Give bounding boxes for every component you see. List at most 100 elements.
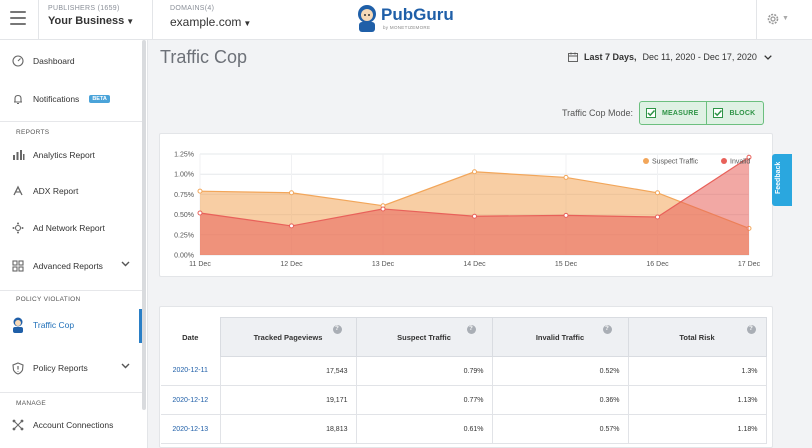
- data-point: [563, 174, 569, 180]
- sidebar-item-label: Traffic Cop: [33, 320, 75, 330]
- page-title: Traffic Cop: [160, 47, 248, 67]
- active-indicator: [139, 309, 142, 343]
- traffic-chart-card: 1.25% 1.00% 0.75% 0.50% 0.25% 0.00% 11 Dec 12 D…: [159, 133, 773, 277]
- column-header-total-risk[interactable]: Total Risk?: [627, 317, 767, 357]
- x-tick-label: 11 Dec: [189, 261, 211, 268]
- logo-byline: by MONETIZEMORE: [383, 25, 431, 30]
- feedback-tab[interactable]: Feedback: [772, 154, 792, 206]
- sidebar-item-label: Account Connections: [33, 420, 114, 430]
- measure-toggle[interactable]: MEASURE: [640, 102, 706, 124]
- domain-value[interactable]: example.com ▼: [170, 15, 251, 29]
- block-toggle[interactable]: BLOCK: [706, 102, 763, 124]
- sidebar-item-label: ADX Report: [33, 186, 79, 196]
- data-point: [472, 169, 477, 175]
- date-range-picker[interactable]: Last 7 Days, Dec 11, 2020 - Dec 17, 2020: [568, 52, 772, 62]
- date-cell[interactable]: 2020-12-13: [161, 414, 220, 444]
- sidebar-item-label: Analytics Report: [33, 150, 95, 160]
- adx-icon: [11, 184, 25, 198]
- sidebar-item-adx-report[interactable]: ADX Report: [0, 177, 142, 205]
- invalid-cell: 0.36%: [491, 385, 629, 415]
- table-row: 2020-12-12 19,171 0.77% 0.36% 1.13%: [161, 385, 767, 415]
- help-icon[interactable]: ?: [332, 325, 342, 334]
- publisher-value[interactable]: Your Business ▼: [48, 15, 134, 27]
- pubguru-logo[interactable]: PubGuru by MONETIZEMORE: [355, 3, 454, 35]
- pageviews-cell: 17,543: [219, 356, 357, 386]
- divider: [0, 121, 142, 122]
- connections-icon: [11, 418, 25, 432]
- y-tick-label: 0.50%: [174, 212, 194, 219]
- menu-icon[interactable]: [10, 11, 26, 25]
- sidebar-item-ad-network-report[interactable]: Ad Network Report: [0, 214, 142, 242]
- block-label: BLOCK: [729, 109, 756, 117]
- x-tick-label: 12 Dec: [280, 261, 303, 268]
- date-cell[interactable]: 2020-12-11: [161, 356, 220, 386]
- sidebar-item-label: Notifications: [33, 94, 80, 104]
- date-cell[interactable]: 2020-12-12: [161, 385, 220, 415]
- table-row: 2020-12-11 17,543 0.79% 0.52% 1.3%: [161, 356, 767, 386]
- suspect-cell: 0.61%: [355, 414, 493, 444]
- column-header-pageviews[interactable]: Tracked Pageviews?: [219, 317, 357, 357]
- help-icon[interactable]: ?: [746, 325, 756, 334]
- gear-icon[interactable]: [766, 12, 780, 26]
- calendar-icon: [568, 52, 578, 62]
- total-risk-cell: 1.18%: [627, 414, 767, 444]
- data-point: [380, 206, 386, 212]
- table-header-row: Date Tracked Pageviews? Suspect Traffic?…: [161, 317, 767, 357]
- divider: [756, 0, 757, 40]
- data-point: [472, 213, 477, 219]
- help-icon[interactable]: ?: [466, 325, 476, 334]
- y-tick-label: 0.25%: [174, 232, 194, 239]
- domain-selector[interactable]: DOMAINS(4) example.com ▼: [170, 5, 251, 29]
- checkbox-checked-icon: [713, 108, 724, 118]
- x-tick-label: 17 Dec: [738, 261, 761, 268]
- chevron-down-icon[interactable]: [121, 363, 130, 369]
- sidebar-item-account-connections[interactable]: Account Connections: [0, 411, 142, 439]
- section-manage: MANAGE: [16, 400, 46, 407]
- chevron-down-icon: [764, 54, 772, 60]
- legend-label: Invalid: [730, 159, 750, 166]
- measure-label: MEASURE: [662, 109, 699, 117]
- sidebar-item-analytics-report[interactable]: Analytics Report: [0, 141, 142, 169]
- publisher-selector[interactable]: PUBLISHERS (1659) Your Business ▼: [48, 5, 134, 27]
- help-icon[interactable]: ?: [602, 325, 612, 334]
- sidebar-scrollbar[interactable]: [142, 40, 146, 410]
- sidebar-item-dashboard[interactable]: Dashboard: [0, 47, 142, 75]
- data-point: [655, 214, 660, 220]
- domain-name: example.com: [170, 15, 242, 29]
- data-point: [197, 210, 203, 216]
- data-point: [563, 212, 569, 218]
- caret-down-icon[interactable]: ▼: [782, 15, 789, 22]
- divider: [152, 0, 153, 40]
- divider: [0, 392, 142, 393]
- traffic-cop-icon: [11, 317, 25, 333]
- publisher-name: Your Business: [48, 15, 125, 27]
- network-icon: [11, 221, 25, 235]
- sidebar-item-label: Advanced Reports: [33, 261, 103, 271]
- top-bar: PUBLISHERS (1659) Your Business ▼ DOMAINS…: [0, 0, 812, 40]
- column-header-invalid[interactable]: Invalid Traffic?: [491, 317, 629, 357]
- sidebar-item-advanced-reports[interactable]: Advanced Reports: [0, 252, 142, 280]
- divider: [0, 290, 142, 291]
- sidebar-item-label: Policy Reports: [33, 363, 88, 373]
- data-point: [289, 190, 294, 196]
- beta-badge: BETA: [89, 95, 110, 103]
- dashboard-icon: [11, 54, 25, 68]
- y-tick-label: 0.00%: [174, 253, 194, 260]
- x-tick-label: 15 Dec: [555, 261, 578, 268]
- checkbox-checked-icon: [646, 108, 657, 118]
- caret-down-icon: ▼: [126, 17, 135, 26]
- caret-down-icon: ▼: [243, 19, 252, 28]
- legend-marker: [643, 158, 649, 164]
- data-point: [289, 223, 294, 229]
- sidebar-item-policy-reports[interactable]: Policy Reports: [0, 354, 142, 382]
- sidebar-item-notifications[interactable]: Notifications BETA: [0, 85, 142, 113]
- shield-alert-icon: [11, 361, 25, 375]
- column-header-suspect[interactable]: Suspect Traffic?: [355, 317, 493, 357]
- total-risk-cell: 1.3%: [627, 356, 767, 386]
- data-point: [197, 188, 203, 194]
- range-label: Last 7 Days,: [584, 52, 637, 62]
- x-tick-label: 14 Dec: [463, 261, 486, 268]
- sidebar-item-traffic-cop[interactable]: Traffic Cop: [0, 311, 142, 339]
- traffic-chart: 1.25% 1.00% 0.75% 0.50% 0.25% 0.00%11 Dec 12 D…: [174, 152, 761, 269]
- chevron-down-icon[interactable]: [121, 261, 130, 267]
